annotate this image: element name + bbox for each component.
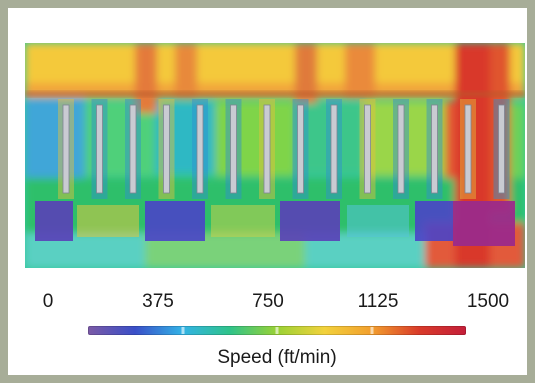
rack-row — [431, 104, 438, 194]
rack-row — [230, 104, 237, 194]
rack-row — [62, 104, 70, 194]
ceiling-return-strip — [25, 91, 525, 97]
rack-row — [163, 104, 170, 194]
rack-blocks — [35, 201, 515, 246]
colorbar-label: Speed (ft/min) — [217, 347, 337, 368]
tile-strip — [77, 205, 139, 237]
airflow-speed-map — [25, 43, 525, 268]
colorbar-mark — [275, 327, 279, 334]
rack-block — [145, 201, 205, 241]
tile-strip — [347, 205, 409, 237]
rack-rows — [58, 99, 510, 199]
legend-tick-750: 750 — [252, 291, 284, 312]
colorbar-mark — [370, 327, 373, 334]
rack-block — [415, 201, 453, 241]
colorbar-mark — [181, 327, 184, 334]
rack-row — [498, 104, 505, 194]
rack-row — [129, 104, 137, 194]
rack-block-hot — [453, 201, 515, 246]
rack-row — [263, 104, 271, 194]
rack-row — [196, 104, 204, 194]
rack-block — [280, 201, 340, 241]
rack-row — [397, 104, 405, 194]
rack-row — [96, 104, 103, 194]
rack-row — [297, 104, 304, 194]
legend-tick-0: 0 — [42, 291, 54, 312]
legend-ticks: 0 375 750 1125 1500 — [43, 291, 509, 319]
tile-strip — [211, 205, 275, 237]
speed-colorbar — [88, 326, 466, 335]
legend-tick-1500: 1500 — [466, 291, 510, 312]
rack-row — [464, 104, 472, 194]
rack-block — [35, 201, 73, 241]
airflow-speed-plot — [25, 43, 525, 268]
rack-row — [330, 104, 338, 194]
figure-frame: 0 375 750 1125 1500 Speed (ft/min) — [8, 8, 527, 375]
legend-tick-1125: 1125 — [357, 291, 399, 312]
rack-row — [364, 104, 371, 194]
legend-tick-375: 375 — [142, 291, 174, 312]
